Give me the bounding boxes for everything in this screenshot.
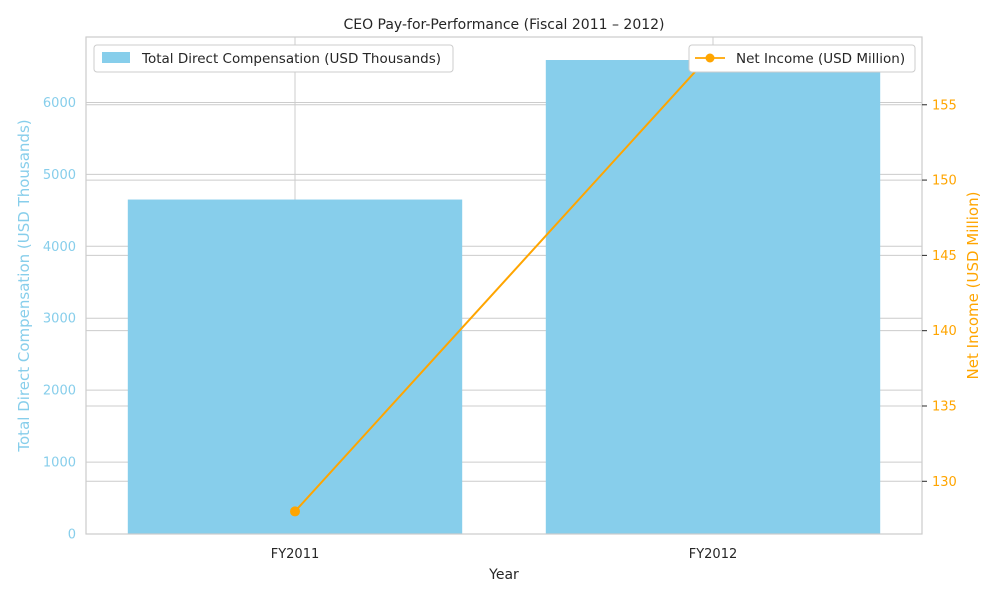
left-y-axis-label: Total Direct Compensation (USD Thousands… (15, 119, 33, 452)
right-y-tick-label: 145 (932, 249, 957, 264)
left-y-tick-label: 6000 (43, 96, 76, 111)
legend-left-box (93, 44, 454, 73)
legend-line-label: Net Income (USD Million) (736, 51, 905, 67)
right-y-axis-label: Net Income (USD Million) (964, 192, 982, 380)
legend-right-box (688, 44, 916, 73)
right-y-tick-label: 140 (932, 324, 957, 339)
chart-title: CEO Pay-for-Performance (Fiscal 2011 – 2… (343, 17, 664, 33)
right-y-axis-ticks: 130 135 140 145 150 155 (922, 98, 957, 490)
x-tick-label: FY2011 (271, 547, 320, 562)
legend-left: Total Direct Compensation (USD Thousands… (93, 44, 454, 73)
x-axis-label: Year (488, 567, 519, 583)
legend-bar-swatch (102, 52, 130, 63)
right-y-tick-label: 130 (932, 475, 957, 490)
left-y-tick-label: 5000 (43, 168, 76, 183)
left-y-tick-label: 2000 (43, 384, 76, 399)
bar-series (127, 60, 881, 534)
net-income-line (294, 51, 714, 513)
left-y-tick-label: 1000 (43, 456, 76, 471)
right-y-tick-label: 135 (932, 399, 957, 414)
left-y-tick-label: 3000 (43, 312, 76, 327)
left-y-tick-label: 0 (68, 528, 76, 543)
left-y-axis-ticks: 0 1000 2000 3000 4000 5000 6000 (43, 96, 76, 543)
legend-right: Net Income (USD Million) (688, 44, 916, 73)
legend-bar-label: Total Direct Compensation (USD Thousands… (141, 51, 441, 67)
right-y-tick-label: 155 (932, 98, 957, 113)
x-tick-label: FY2012 (689, 547, 738, 562)
x-axis-ticks: FY2011 FY2012 (271, 547, 738, 562)
bar-FY2012 (545, 60, 881, 534)
plot-frame (85, 36, 923, 535)
bar-FY2011 (127, 199, 463, 534)
legend-line-marker (705, 53, 715, 63)
right-y-tick-label: 150 (932, 174, 957, 189)
left-y-tick-label: 4000 (43, 240, 76, 255)
net-income-point-FY2011 (290, 506, 300, 517)
